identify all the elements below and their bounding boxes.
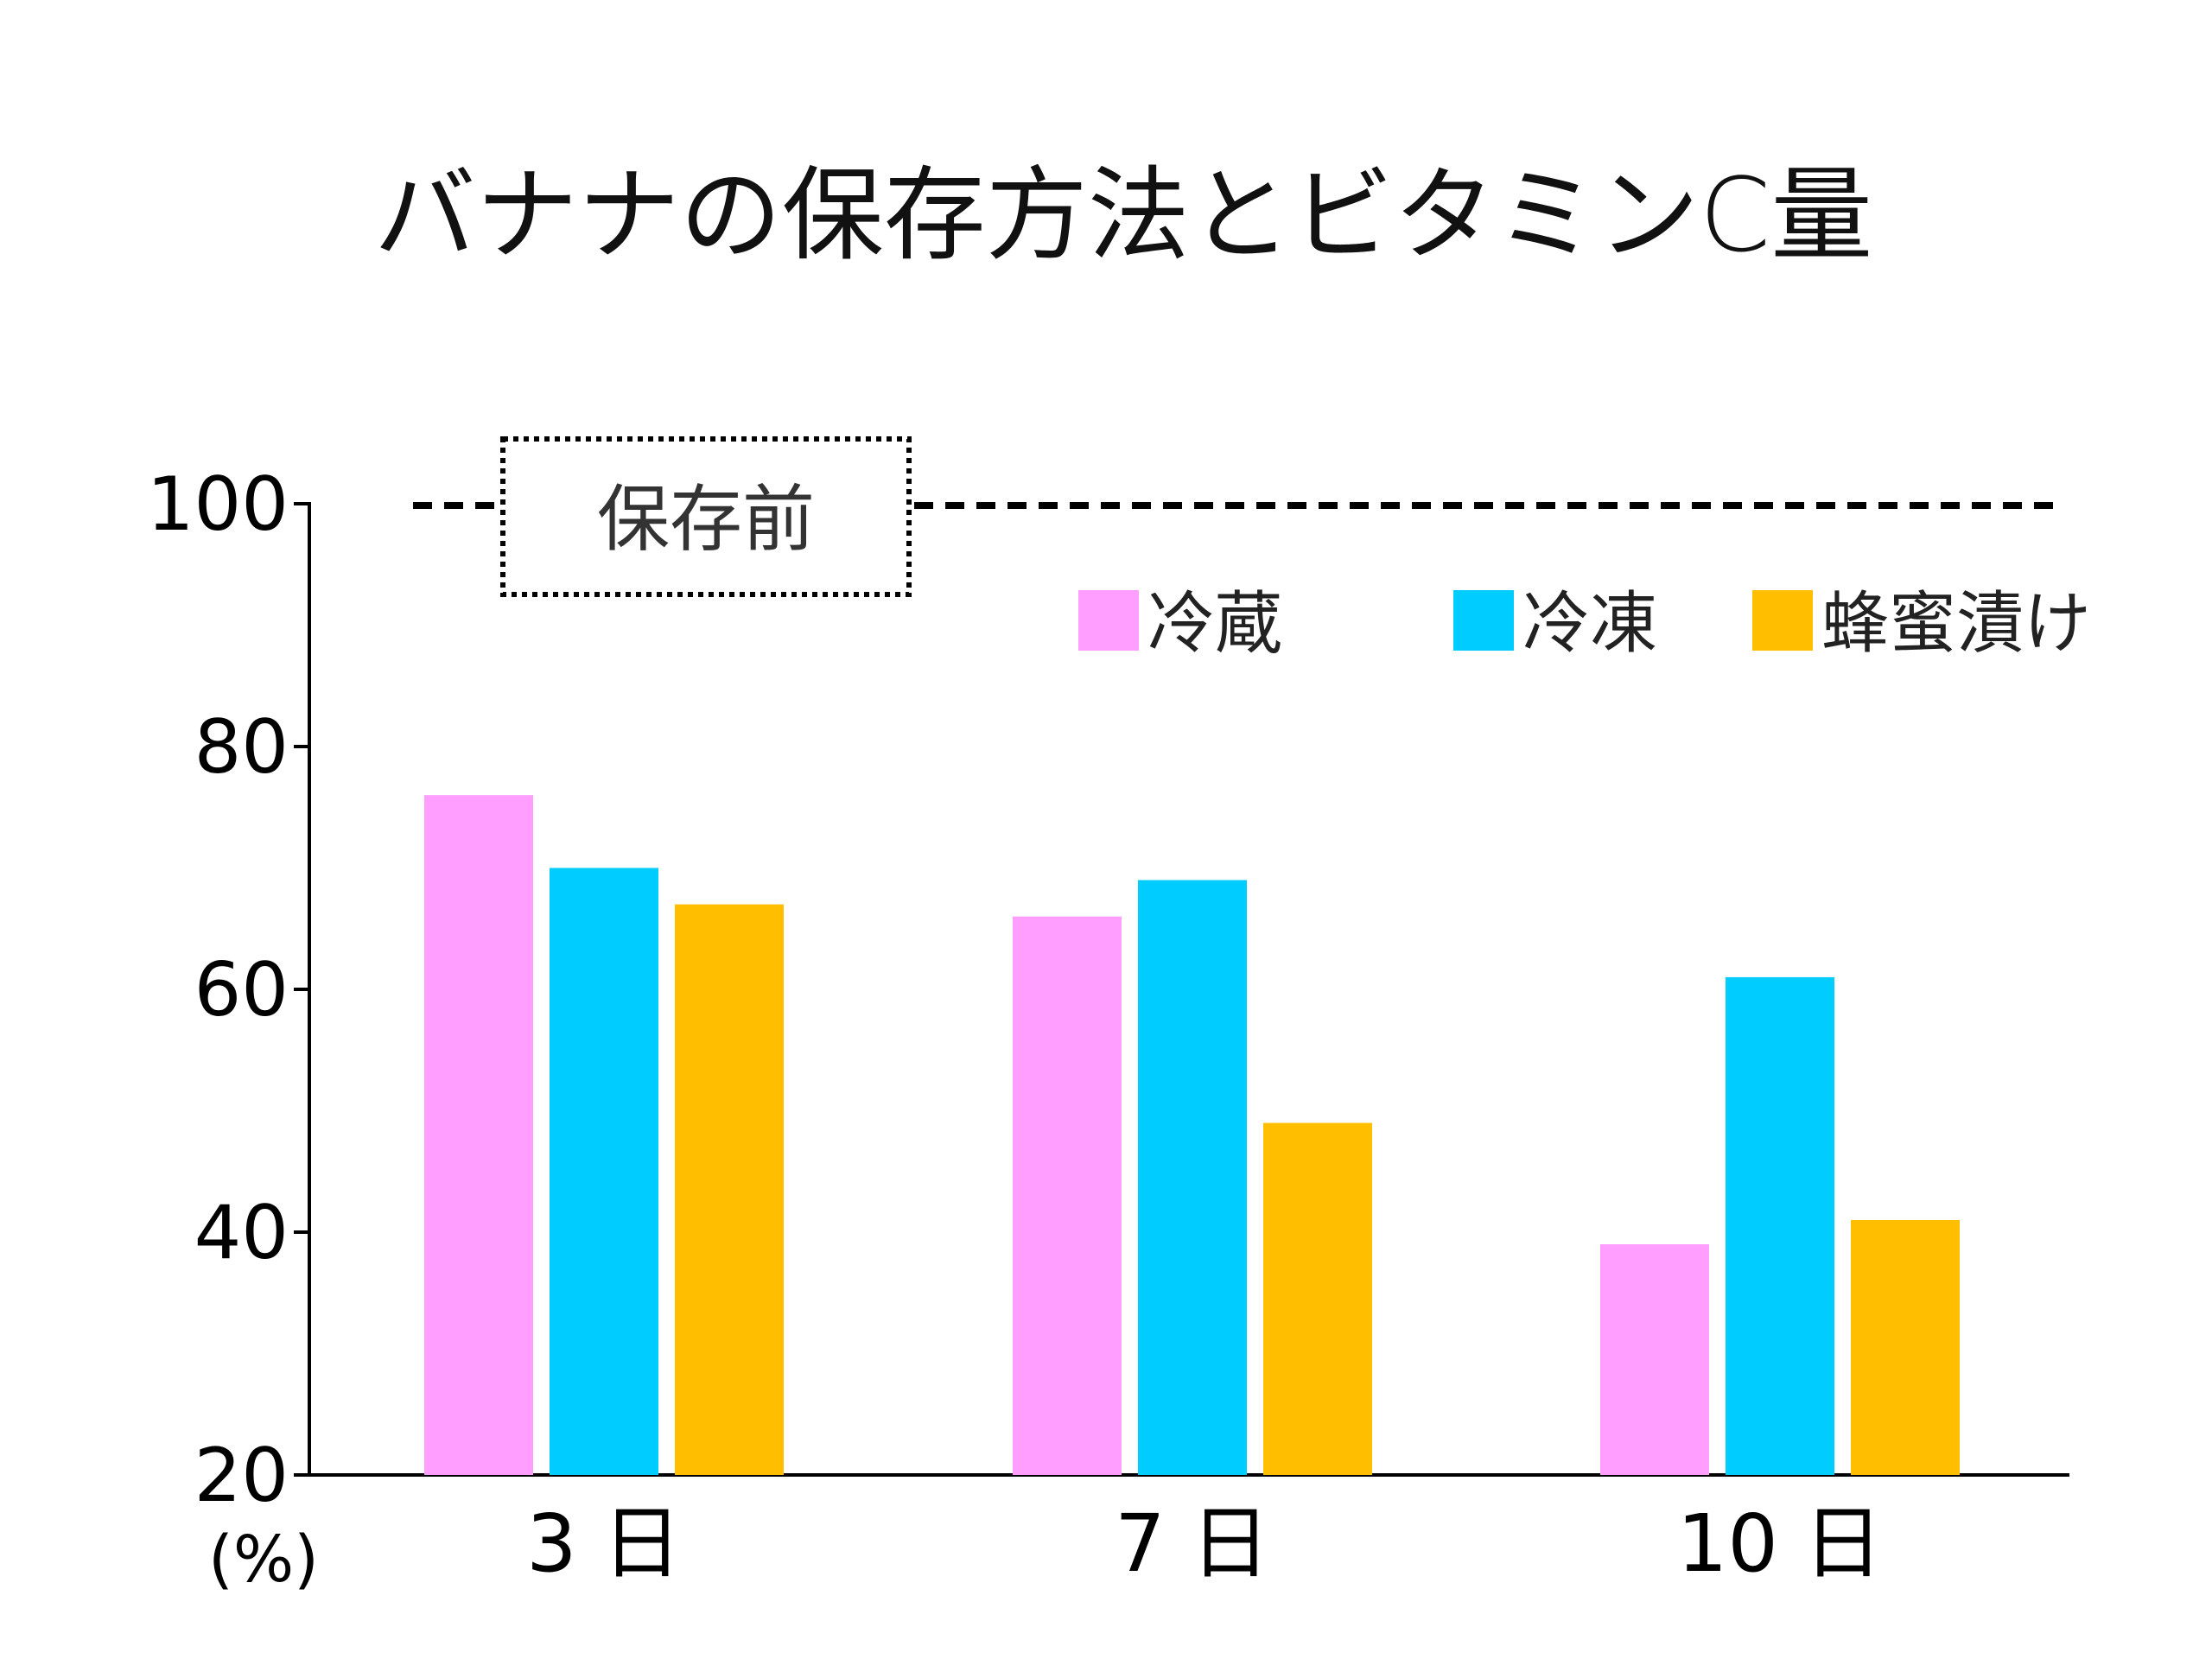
legend-label: 蜂蜜漬け (1821, 585, 2091, 663)
reference-line-group: 保存前 (413, 436, 2056, 597)
y-tick-label: 20 (194, 1433, 289, 1519)
axes: 20 40 60 80 100 3 日 7 日 10 日 (147, 461, 2069, 1590)
legend-swatch (1453, 590, 1514, 651)
legend-swatch (1078, 590, 1139, 651)
y-tick-label: 60 (194, 947, 289, 1033)
bar (550, 868, 658, 1475)
bar (1851, 1219, 1960, 1475)
y-tick-label: 80 (194, 704, 289, 791)
bar (1600, 1244, 1709, 1475)
y-tick-label: 40 (194, 1190, 289, 1276)
bar (1138, 880, 1247, 1475)
bars (424, 795, 1960, 1475)
reference-label: 保存前 (597, 477, 815, 562)
bar (424, 795, 533, 1475)
y-axis-unit-label: (%) (208, 1522, 319, 1597)
bar (1263, 1122, 1372, 1475)
legend-swatch (1752, 590, 1813, 651)
legend: 冷蔵 冷凍 蜂蜜漬け (1078, 585, 2091, 663)
x-category-label: 7 日 (1115, 1497, 1270, 1590)
x-category-label: 3 日 (526, 1497, 682, 1590)
x-category-label: 10 日 (1677, 1497, 1883, 1590)
legend-label: 冷蔵 (1147, 585, 1282, 663)
bar (1013, 916, 1122, 1475)
bar (675, 904, 784, 1475)
bar (1726, 976, 1834, 1475)
y-tick-label: 100 (147, 461, 289, 548)
chart-title: バナナの保存方法とビタミンC量 (374, 156, 1872, 275)
legend-label: 冷凍 (1522, 585, 1657, 663)
